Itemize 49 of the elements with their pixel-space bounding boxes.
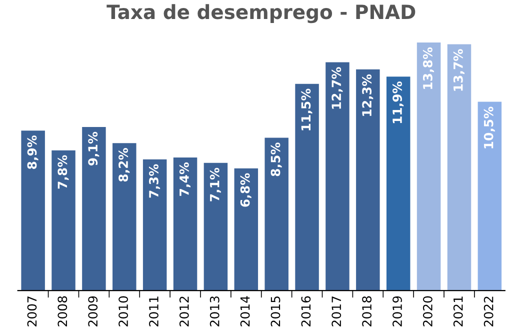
data-label: 8,5%: [270, 142, 282, 176]
data-label: 7,8%: [58, 155, 69, 189]
x-tick-label: 2017: [332, 296, 342, 326]
data-label: 13,7%: [453, 49, 464, 91]
x-tick-label: 2019: [392, 296, 402, 326]
x-tick-label: 2016: [301, 296, 311, 326]
data-label: 12,3%: [362, 74, 374, 116]
bar: [386, 76, 410, 291]
data-label: 7,1%: [210, 168, 221, 202]
data-label: 11,9%: [392, 82, 404, 124]
bar: [52, 150, 76, 291]
data-label: 7,3%: [149, 164, 160, 198]
data-label: 8,9%: [27, 135, 38, 169]
chart-title: Taxa de desemprego - PNAD: [106, 4, 416, 24]
data-label: 10,5%: [484, 106, 495, 148]
x-tick-label: 2008: [58, 296, 68, 326]
x-tick-label: 2011: [149, 296, 158, 326]
bar: [416, 42, 441, 291]
bar: [173, 158, 198, 291]
data-label: 13,8%: [422, 47, 434, 89]
x-tick-label: 2012: [179, 296, 189, 326]
bar: [204, 162, 228, 291]
bar: [82, 126, 106, 291]
x-tick-label: 2007: [27, 296, 37, 326]
bar: [21, 130, 45, 291]
x-tick-label: 2022: [484, 296, 494, 326]
bar: [295, 84, 319, 291]
bar: [142, 159, 167, 291]
bar: [447, 44, 472, 291]
data-label: 7,4%: [179, 162, 190, 196]
bar: [478, 102, 502, 291]
x-tick-label: 2014: [240, 296, 250, 326]
x-tick-label: 2018: [362, 296, 372, 326]
data-label: 6,8%: [240, 173, 252, 207]
bar: [356, 69, 380, 291]
bar: [326, 62, 350, 291]
data-label: 9,1%: [88, 132, 100, 166]
data-label: 11,5%: [301, 88, 312, 130]
data-label: 12,7%: [332, 67, 343, 109]
x-tick-label: 2013: [210, 296, 220, 326]
data-label: 8,2%: [118, 148, 130, 182]
x-tick-label: 2021: [453, 296, 463, 326]
x-tick-label: 2010: [118, 296, 128, 326]
bar: [264, 138, 288, 291]
x-tick-label: 2015: [270, 296, 280, 326]
bar: [112, 143, 136, 291]
x-tick-label: 2020: [422, 296, 432, 326]
x-tick-label: 2009: [88, 296, 98, 326]
bar: [234, 168, 258, 291]
